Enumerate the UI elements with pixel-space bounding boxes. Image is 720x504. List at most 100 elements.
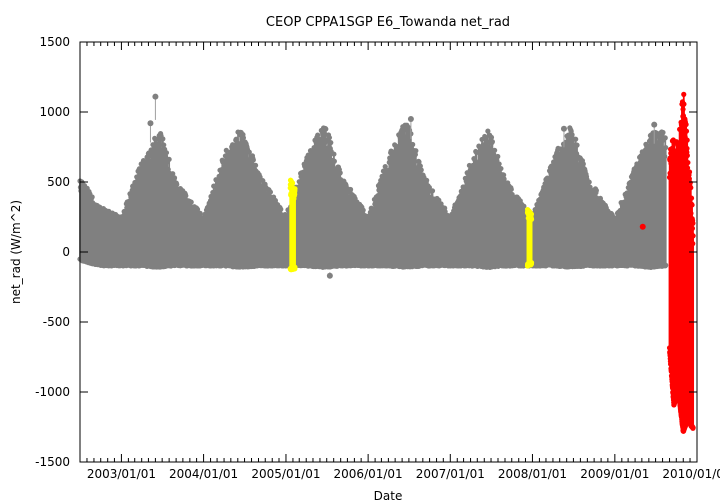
data-point: [528, 216, 535, 222]
x-tick-label: 2007/01/01: [416, 467, 485, 481]
data-point: [683, 121, 689, 128]
data-point: [331, 158, 337, 164]
x-tick-label: 2006/01/01: [334, 467, 403, 481]
data-point: [501, 172, 507, 178]
data-point: [690, 220, 696, 226]
x-tick-label: 2008/01/01: [498, 467, 567, 481]
data-point: [687, 180, 693, 186]
data-point: [328, 140, 334, 146]
y-tick-label: -1000: [35, 385, 70, 399]
data-point: [188, 199, 194, 205]
data-point: [183, 193, 189, 199]
outlier-point: [651, 121, 658, 128]
data-point: [489, 139, 495, 145]
x-tick-label: 2004/01/01: [169, 467, 238, 481]
data-point: [289, 180, 296, 186]
data-point: [521, 203, 527, 209]
data-point: [410, 141, 416, 148]
x-tick-label: 2010/01/01: [662, 467, 720, 481]
data-point: [315, 132, 321, 138]
data-point: [89, 194, 95, 200]
data-point: [292, 264, 298, 270]
data-point: [360, 207, 366, 213]
data-point: [492, 147, 498, 153]
data-point: [257, 174, 263, 180]
y-axis-title: net_rad (W/m^2): [9, 200, 23, 304]
data-point: [663, 262, 669, 268]
data-point: [278, 206, 284, 212]
data-point: [246, 149, 252, 155]
data-point: [171, 175, 178, 181]
data-point: [496, 161, 502, 167]
data-point: [250, 157, 256, 163]
series-flagged-yellow-2: [524, 207, 535, 269]
data-point: [418, 167, 424, 173]
data-point: [292, 186, 298, 192]
plot-area: [77, 91, 696, 434]
data-point: [586, 179, 592, 185]
data-point: [413, 148, 419, 154]
data-point: [483, 135, 489, 141]
data-point: [267, 189, 274, 195]
data-point: [485, 128, 491, 134]
data-point: [429, 188, 436, 194]
data-point: [688, 185, 694, 191]
data-point: [160, 136, 166, 142]
data-point: [488, 134, 495, 141]
y-tick-label: 1500: [39, 35, 70, 49]
chart-title: CEOP CPPA1SGP E6_Towanda net_rad: [266, 15, 510, 30]
series-normal: [77, 122, 669, 270]
data-point: [593, 187, 599, 194]
outlier-point: [152, 93, 159, 100]
data-point: [174, 181, 180, 188]
data-point: [528, 211, 535, 217]
data-point: [197, 210, 203, 216]
data-point: [508, 186, 514, 192]
data-point: [689, 202, 695, 208]
data-point: [580, 161, 586, 167]
data-point: [498, 165, 504, 172]
data-point: [544, 175, 550, 181]
data-point: [424, 177, 430, 183]
data-point: [166, 156, 172, 162]
data-point: [683, 128, 690, 134]
outlier-point: [407, 116, 414, 122]
data-point: [194, 206, 201, 212]
data-point: [331, 151, 337, 157]
data-point: [684, 152, 690, 159]
y-tick-label: 500: [47, 175, 70, 189]
series-flagged-red: [666, 91, 696, 434]
data-point: [662, 135, 668, 141]
data-point: [337, 170, 343, 176]
x-tick-label: 2009/01/01: [580, 467, 649, 481]
data-point: [382, 163, 388, 170]
data-point: [170, 171, 176, 177]
series-flagged-yellow-1: [287, 177, 298, 273]
data-point: [252, 162, 259, 168]
x-tick-label: 2003/01/01: [87, 467, 156, 481]
y-tick-label: 0: [62, 245, 70, 259]
data-point: [684, 137, 690, 143]
data-point: [690, 425, 696, 431]
data-point: [163, 150, 170, 156]
x-tick-label: 2005/01/01: [251, 467, 320, 481]
y-tick-label: -500: [43, 315, 70, 329]
y-tick-label: -1500: [35, 455, 70, 469]
data-point: [417, 163, 423, 169]
data-point: [663, 144, 669, 151]
data-point: [690, 233, 696, 239]
data-point: [660, 129, 666, 136]
data-point: [528, 259, 535, 266]
x-axis-title: Date: [374, 489, 403, 503]
data-point: [681, 101, 687, 107]
data-point: [323, 126, 329, 132]
outlier-point: [326, 272, 333, 279]
data-point: [495, 153, 501, 160]
data-point: [685, 159, 691, 166]
outlier-point: [147, 120, 154, 127]
data-point: [426, 184, 432, 191]
data-point: [240, 135, 247, 141]
data-point: [347, 186, 354, 193]
